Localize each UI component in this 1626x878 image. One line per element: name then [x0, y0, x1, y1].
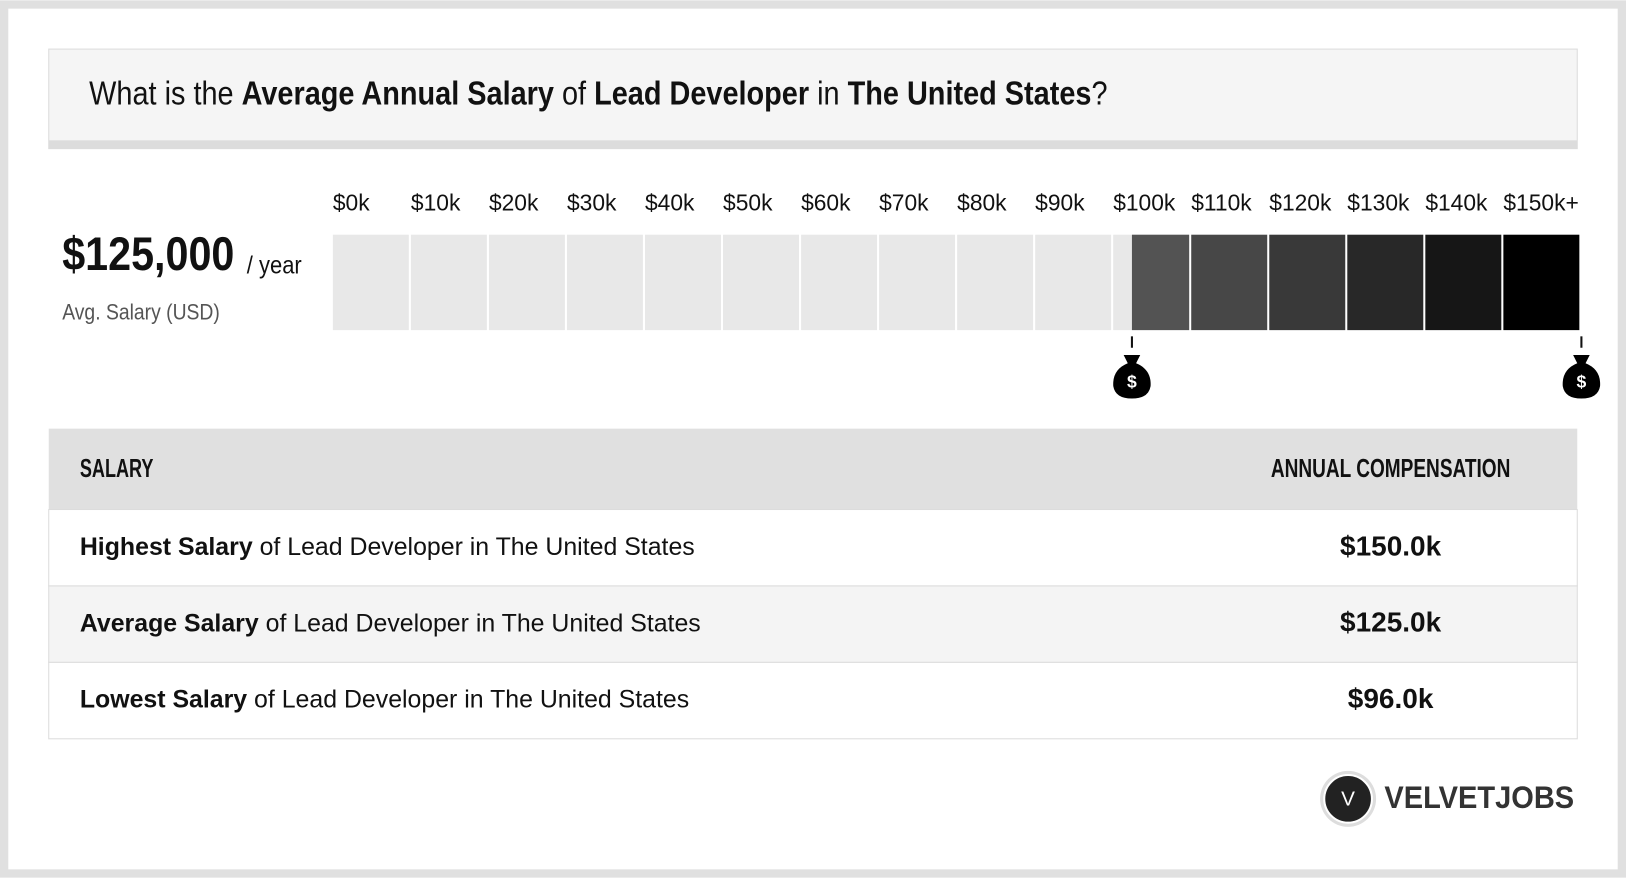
row-label: Lowest Salary of Lead Developer in The U…: [80, 685, 689, 713]
table-body: Highest Salary of Lead Developer in The …: [48, 508, 1578, 740]
range-marker: $: [1113, 336, 1151, 399]
logo: V VELVETJOBS: [1320, 770, 1574, 827]
range-marker: $: [1562, 336, 1601, 399]
salary-unit: / year: [247, 251, 302, 279]
title-segment: ?: [1091, 76, 1107, 113]
scale-cell: [645, 234, 721, 331]
scale-cell: [410, 234, 487, 331]
row-value: $125.0k: [1340, 607, 1442, 638]
title-box: [48, 48, 1578, 150]
money-symbol: $: [1127, 372, 1137, 392]
scale-label: $120k: [1269, 190, 1332, 216]
scale-cell: [332, 234, 409, 331]
row-label-bold: Highest Salary: [80, 532, 253, 560]
money-symbol: $: [1577, 372, 1587, 392]
row-label-bold: Lowest Salary: [80, 685, 247, 713]
scale-label: $20k: [489, 190, 539, 216]
salary-scale: $0k $10k $20k $30k $40k $50k $60k $70k $80k $90k $…: [332, 190, 1601, 399]
range-fill: [1131, 234, 1190, 331]
range-fill: [1191, 234, 1268, 331]
money-bag: [1562, 355, 1601, 399]
title-segment: What is the: [89, 76, 241, 113]
table-row: [48, 585, 1578, 663]
logo-initial: V: [1341, 787, 1355, 810]
scale-label: $80k: [957, 190, 1007, 216]
scale-cell: [957, 234, 1034, 331]
scale-label: $40k: [645, 190, 695, 216]
range-fill: [1347, 234, 1424, 331]
table-header: [48, 428, 1578, 510]
money-bag: [1113, 355, 1151, 399]
scale-label: $100k: [1113, 190, 1176, 216]
title-underline: [48, 140, 1578, 149]
table-header-cell: ANNUAL COMPENSATION: [1271, 455, 1511, 483]
row-value: $96.0k: [1348, 683, 1434, 714]
table-row: [48, 661, 1578, 740]
title-segment: in: [809, 76, 848, 113]
scale-cell: [879, 234, 956, 331]
scale-label: $90k: [1035, 190, 1085, 216]
scale-label: $10k: [411, 190, 461, 216]
range-fill: [1425, 234, 1502, 331]
logo-badge: [1323, 773, 1373, 824]
row-label-rest: of Lead Developer in The United States: [253, 532, 695, 560]
title-segment: Average Annual Salary: [242, 76, 555, 113]
row-label: Highest Salary of Lead Developer in The …: [80, 532, 695, 560]
title-segment: Lead Developer: [594, 76, 809, 113]
scale-cell: [566, 234, 643, 331]
scale-cell: [723, 234, 800, 331]
logo-name: VELVETJOBS: [1384, 780, 1574, 815]
scale-label: $60k: [801, 190, 851, 216]
scale-label: $0k: [333, 190, 370, 216]
avg-salary: $125,000: [62, 228, 234, 281]
scale-cell: [801, 234, 878, 331]
title-segment: of: [554, 76, 594, 113]
scale-label: $50k: [723, 190, 773, 216]
salary-caption: Avg. Salary (USD): [62, 299, 220, 324]
scale-label: $70k: [879, 190, 929, 216]
scale-label: $130k: [1347, 190, 1410, 216]
scale-cell: [1035, 234, 1112, 331]
table-header-cell: SALARY: [80, 455, 154, 483]
row-value: $150.0k: [1340, 530, 1442, 561]
title-segment: The United States: [848, 76, 1092, 113]
title: What is the Average Annual Salary of Lea…: [89, 76, 1107, 113]
row-label-bold: Average Salary: [80, 609, 259, 637]
row-label: Average Salary of Lead Developer in The …: [80, 609, 701, 637]
range-fill: [1269, 234, 1346, 331]
row-label-rest: of Lead Developer in The United States: [247, 685, 689, 713]
scale-cell: [488, 234, 565, 331]
scale-label: $110k: [1191, 190, 1252, 216]
scale-label: $150k+: [1503, 190, 1578, 216]
range-fill: [1503, 234, 1580, 331]
row-label-rest: of Lead Developer in The United States: [259, 609, 701, 637]
table-row: [48, 508, 1578, 587]
scale-label: $30k: [567, 190, 617, 216]
scale-label: $140k: [1425, 190, 1488, 216]
